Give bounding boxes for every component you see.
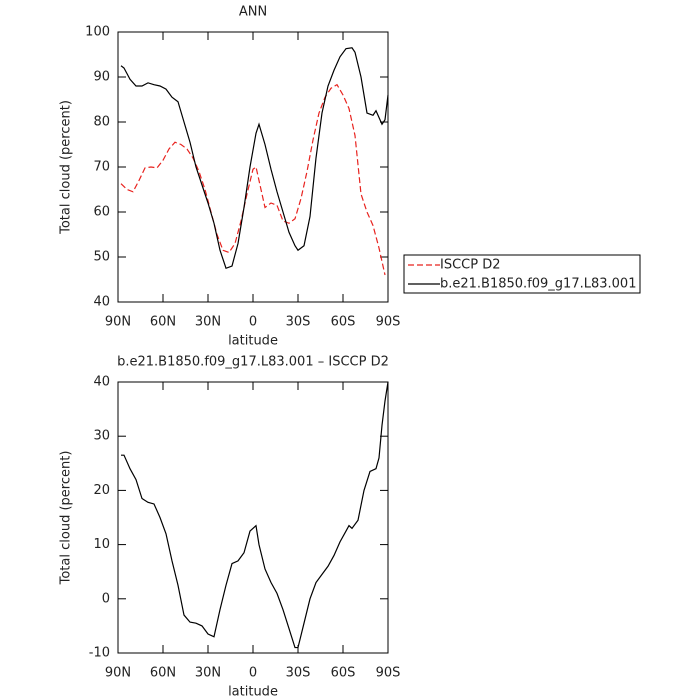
legend-label: ISCCP D2 (440, 258, 501, 273)
x-tick-label: 0 (249, 666, 257, 681)
y-tick-label: 100 (85, 25, 110, 40)
x-axis-label: latitude (228, 685, 278, 700)
y-tick-label: 10 (93, 537, 110, 552)
legend: ISCCP D2 b.e21.B1850.f09_g17.L83.001 (403, 254, 641, 294)
data-line (120, 83, 386, 276)
y-tick-label: 50 (93, 250, 110, 265)
x-tick-label: 60S (331, 315, 356, 330)
chart-title: ANN (239, 5, 267, 20)
y-tick-label: 40 (93, 375, 110, 390)
x-tick-label: 30N (195, 666, 221, 681)
x-tick-label: 90N (105, 666, 131, 681)
x-axis-label: latitude (228, 334, 278, 349)
legend-box (403, 254, 641, 294)
y-tick-label: -10 (89, 646, 110, 661)
plot-frame (117, 31, 389, 303)
data-line (120, 47, 389, 270)
x-tick-label: 30N (195, 315, 221, 330)
y-tick-label: 90 (93, 70, 110, 85)
x-tick-label: 30S (286, 315, 311, 330)
x-tick-label: 90S (376, 666, 401, 681)
y-tick-label: 70 (93, 160, 110, 175)
y-tick-label: 0 (102, 591, 110, 606)
y-axis-label: Total cloud (percent) (59, 100, 74, 235)
x-tick-label: 30S (286, 666, 311, 681)
legend-label: b.e21.B1850.f09_g17.L83.001 (440, 277, 636, 292)
x-tick-label: 0 (249, 315, 257, 330)
x-tick-label: 90S (376, 315, 401, 330)
y-tick-label: 30 (93, 429, 110, 444)
y-tick-label: 20 (93, 483, 110, 498)
y-tick-label: 80 (93, 115, 110, 130)
chart-title: b.e21.B1850.f09_g17.L83.001 – ISCCP D2 (117, 355, 389, 370)
x-tick-label: 60S (331, 666, 356, 681)
y-tick-label: 40 (93, 295, 110, 310)
y-tick-label: 60 (93, 205, 110, 220)
y-axis-label: Total cloud (percent) (59, 451, 74, 586)
x-tick-label: 60N (150, 315, 176, 330)
data-line (121, 381, 389, 649)
x-tick-label: 60N (150, 666, 176, 681)
x-tick-label: 90N (105, 315, 131, 330)
plot-frame (117, 381, 389, 654)
